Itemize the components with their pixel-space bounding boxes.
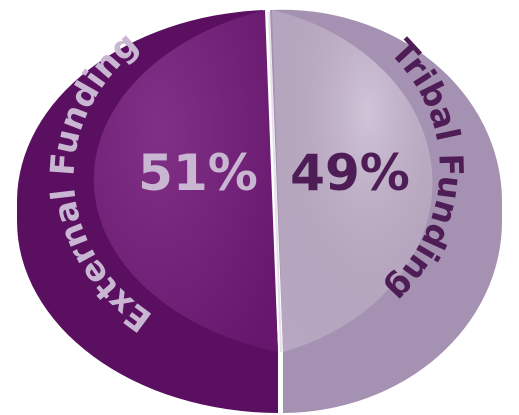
slice-value-external-funding: 51% — [138, 144, 258, 202]
slice-value-tribal-funding: 49% — [290, 144, 410, 202]
slice-divider — [268, 11, 282, 353]
